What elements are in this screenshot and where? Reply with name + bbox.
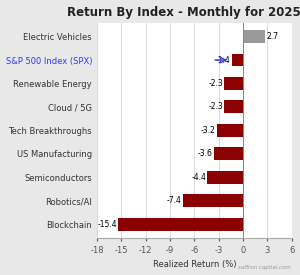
Text: saffron capital.com: saffron capital.com [238,265,291,270]
Bar [217,124,243,137]
Text: -3.2: -3.2 [201,126,216,135]
Bar [207,171,243,184]
Text: -1.4: -1.4 [216,56,230,65]
Text: -2.3: -2.3 [208,79,223,88]
Text: -15.4: -15.4 [97,220,117,229]
Bar [214,147,243,160]
X-axis label: Realized Return (%): Realized Return (%) [153,260,236,270]
Bar [224,100,243,113]
Text: 2.7: 2.7 [266,32,278,41]
Bar [183,194,243,207]
Text: -7.4: -7.4 [167,196,182,205]
Text: -3.6: -3.6 [198,149,213,158]
Bar [232,54,243,67]
Bar [243,30,265,43]
Bar [118,218,243,231]
Bar [224,77,243,90]
Text: -4.4: -4.4 [191,173,206,182]
Title: Return By Index - Monthly for 2025-02: Return By Index - Monthly for 2025-02 [67,6,300,18]
Text: -2.3: -2.3 [208,102,223,111]
